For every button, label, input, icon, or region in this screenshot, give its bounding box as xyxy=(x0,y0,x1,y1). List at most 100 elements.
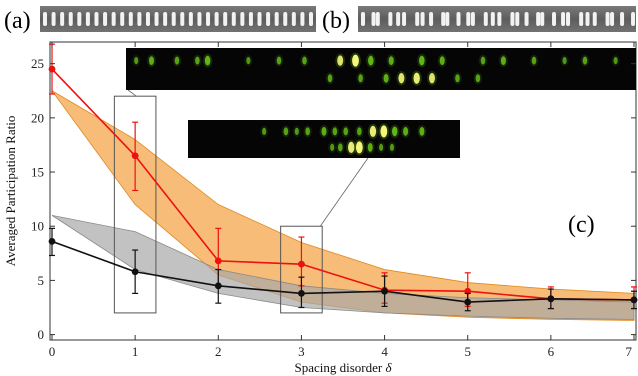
speckle-spot xyxy=(368,55,374,66)
waveguide xyxy=(120,12,125,26)
waveguide xyxy=(483,12,488,26)
waveguide xyxy=(309,12,313,26)
panel-a-strip xyxy=(40,6,316,32)
waveguide xyxy=(561,12,566,26)
waveguide xyxy=(566,12,571,26)
speckle-spot xyxy=(413,72,420,84)
waveguide xyxy=(188,12,193,26)
series-1-point xyxy=(298,260,305,268)
waveguide xyxy=(497,12,502,26)
speckle-spot xyxy=(174,56,180,65)
waveguide xyxy=(197,12,202,26)
waveguide xyxy=(396,12,401,26)
waveguide xyxy=(214,12,219,26)
waveguide xyxy=(68,12,73,26)
y-tick-label: 5 xyxy=(38,273,45,288)
waveguide xyxy=(283,12,288,26)
waveguide xyxy=(441,12,446,26)
waveguide xyxy=(300,12,305,26)
speckle-insets xyxy=(126,48,636,158)
speckle-spot xyxy=(403,126,409,136)
waveguide xyxy=(145,12,150,26)
waveguide xyxy=(206,12,211,26)
waveguide xyxy=(470,12,475,26)
waveguide xyxy=(266,12,271,26)
series-1-point xyxy=(214,257,222,265)
x-tick-label: 4 xyxy=(381,344,388,359)
speckle-spot xyxy=(262,127,267,135)
y-tick-label: 25 xyxy=(31,56,44,71)
y-tick-label: 20 xyxy=(31,110,44,125)
waveguide xyxy=(371,12,376,26)
waveguide xyxy=(429,12,434,26)
y-tick-label: 15 xyxy=(31,165,44,180)
speckle-spot xyxy=(305,127,310,136)
waveguide xyxy=(171,12,176,26)
y-axis-label: Averaged Participation Ratio xyxy=(3,116,18,267)
panel-b-waveguides xyxy=(361,12,636,26)
speckle-spot xyxy=(391,126,398,137)
highlight-boxes xyxy=(113,95,323,314)
x-tick-label: 3 xyxy=(298,344,305,359)
speckle-spot xyxy=(332,127,338,136)
x-axis-label: Spacing disorder δ xyxy=(294,360,392,375)
waveguide xyxy=(552,12,557,26)
panel-b-label: (b) xyxy=(322,8,350,34)
speckle-spot xyxy=(134,57,139,65)
speckle-spot xyxy=(475,74,481,83)
speckle-spot xyxy=(379,143,384,151)
series-2-point xyxy=(464,298,472,306)
waveguide xyxy=(137,12,142,26)
waveguide xyxy=(620,12,625,26)
x-axis-label-symbol: δ xyxy=(385,360,392,375)
speckle-spot xyxy=(455,74,460,83)
waveguide xyxy=(274,12,279,26)
speckle-spot xyxy=(383,73,389,83)
waveguide xyxy=(248,12,253,26)
waveguide xyxy=(291,12,296,26)
plot-frame xyxy=(49,41,637,341)
speckle-spot xyxy=(419,55,425,66)
series-1-point xyxy=(48,65,56,73)
x-tick-label: 6 xyxy=(548,344,555,359)
speckle-spot xyxy=(367,142,373,152)
speckle-spot xyxy=(388,56,394,65)
inset-1-background xyxy=(126,48,636,90)
waveguide xyxy=(111,12,116,26)
waveguide xyxy=(361,12,365,26)
speckle-spot xyxy=(398,73,405,84)
speckle-spot xyxy=(613,57,618,65)
speckle-spot xyxy=(195,56,200,65)
speckle-spot xyxy=(369,125,377,137)
x-tick-label: 7 xyxy=(626,344,633,359)
series-2-point xyxy=(630,296,638,304)
waveguide xyxy=(515,12,520,26)
panel-a-label: (a) xyxy=(4,8,31,34)
speckle-spot xyxy=(321,126,327,136)
waveguide xyxy=(128,12,133,26)
waveguide xyxy=(466,12,471,26)
inset-connectors xyxy=(127,89,369,227)
speckle-spot xyxy=(352,54,359,67)
speckle-spot xyxy=(419,126,425,136)
waveguide xyxy=(85,12,90,26)
speckle-spot xyxy=(337,55,344,66)
panel-c-label: (c) xyxy=(568,212,595,238)
x-axis-label-text: Spacing disorder xyxy=(294,360,382,375)
waveguide xyxy=(60,12,65,26)
waveguide xyxy=(536,12,541,26)
speckle-spot xyxy=(358,74,363,83)
speckle-spot xyxy=(380,125,388,138)
highlight-box-1 xyxy=(113,95,157,314)
series-2-point xyxy=(547,295,555,303)
waveguide xyxy=(77,12,82,26)
waveguide xyxy=(415,12,420,26)
waveguide xyxy=(445,12,450,26)
highlight-box-2 xyxy=(280,225,323,314)
inset-2-background xyxy=(188,120,460,158)
axis-ticks: 0 1 2 3 4 5 6 7 0 5 10 15 20 25 xyxy=(31,42,636,359)
speckle-spot xyxy=(439,56,445,65)
speckle-spot xyxy=(338,143,343,152)
waveguide xyxy=(103,12,108,26)
waveguide xyxy=(456,12,461,26)
